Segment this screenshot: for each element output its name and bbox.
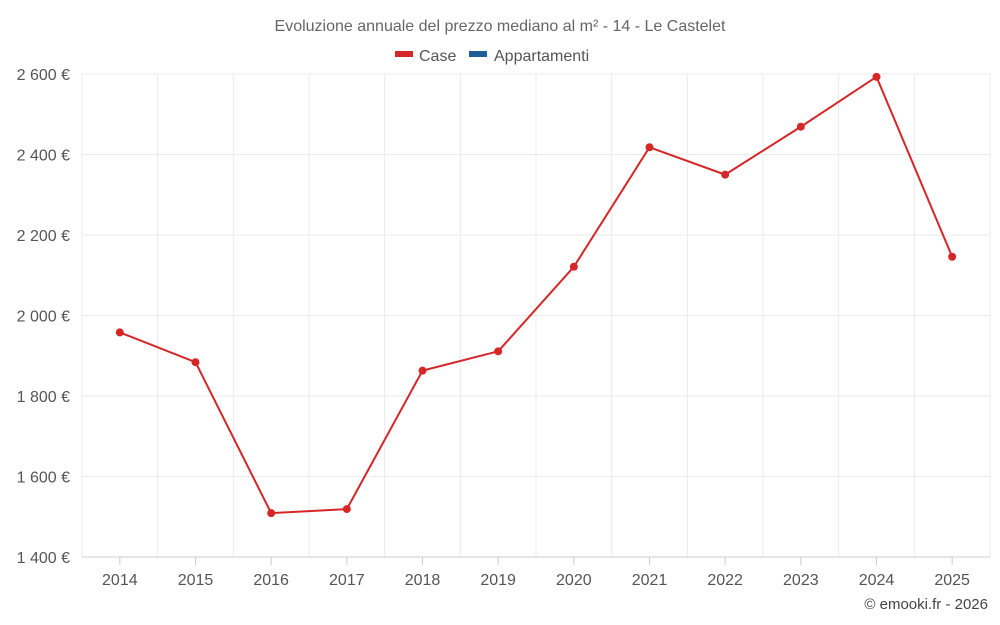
data-point-case[interactable] [872, 72, 881, 81]
data-point-case[interactable] [645, 143, 654, 152]
data-point-case[interactable] [494, 347, 503, 356]
chart-title: Evoluzione annuale del prezzo mediano al… [275, 18, 726, 35]
y-tick-label: 2 400 € [17, 148, 70, 165]
legend-label-case[interactable]: Case [419, 48, 456, 65]
y-tick-label: 2 000 € [17, 309, 70, 326]
data-point-case[interactable] [721, 170, 730, 179]
x-tick-label: 2017 [329, 572, 365, 589]
x-tick-label: 2025 [934, 572, 970, 589]
data-point-case[interactable] [948, 252, 957, 261]
data-point-case[interactable] [796, 122, 805, 131]
x-tick-label: 2024 [859, 572, 895, 589]
x-tick-label: 2016 [253, 572, 289, 589]
data-point-case[interactable] [115, 328, 124, 337]
x-tick-label: 2015 [178, 572, 214, 589]
y-tick-label: 1 400 € [17, 550, 70, 567]
data-point-case[interactable] [191, 358, 200, 367]
y-tick-label: 2 600 € [17, 67, 70, 84]
x-tick-label: 2018 [405, 572, 441, 589]
x-tick-label: 2021 [632, 572, 668, 589]
x-tick-label: 2014 [102, 572, 138, 589]
data-point-case[interactable] [418, 366, 427, 375]
x-tick-label: 2020 [556, 572, 592, 589]
x-tick-label: 2022 [707, 572, 743, 589]
y-tick-label: 1 800 € [17, 389, 70, 406]
x-tick-label: 2019 [480, 572, 516, 589]
legend-label-appartamenti[interactable]: Appartamenti [494, 48, 589, 65]
data-point-case[interactable] [342, 505, 351, 514]
series-group [115, 72, 957, 518]
legend: Case Appartamenti [395, 48, 589, 65]
legend-swatch-appartamenti [469, 51, 487, 57]
x-tick-label: 2023 [783, 572, 819, 589]
gridlines [81, 73, 991, 557]
y-axis: 1 400 € 1 600 € 1 800 € 2 000 € 2 200 € 2 400… [17, 67, 70, 567]
credit-text: © emooki.fr - 2026 [864, 596, 988, 613]
data-point-case[interactable] [569, 262, 578, 271]
data-point-case[interactable] [267, 509, 276, 518]
x-axis: 2014 2015 2016 2017 2018 2019 2020 2021 2022 2023… [82, 556, 990, 589]
y-tick-label: 2 200 € [17, 228, 70, 245]
series-line-case [119, 75, 954, 515]
legend-swatch-case [395, 51, 413, 57]
y-tick-label: 1 600 € [17, 470, 70, 487]
